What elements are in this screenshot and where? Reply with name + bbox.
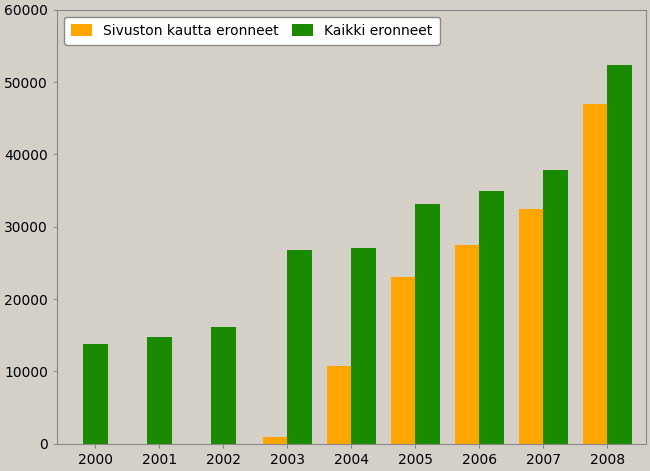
- Bar: [327, 366, 352, 444]
- Legend: Sivuston kautta eronneet, Kaikki eronneet: Sivuston kautta eronneet, Kaikki eronnee…: [64, 16, 439, 44]
- Bar: [583, 104, 608, 444]
- Bar: [148, 337, 172, 444]
- Bar: [83, 344, 108, 444]
- Bar: [211, 327, 235, 444]
- Bar: [543, 171, 567, 444]
- Bar: [391, 277, 415, 444]
- Bar: [519, 209, 543, 444]
- Bar: [263, 437, 287, 444]
- Bar: [287, 250, 312, 444]
- Bar: [608, 65, 632, 444]
- Bar: [455, 245, 480, 444]
- Bar: [480, 191, 504, 444]
- Bar: [352, 248, 376, 444]
- Bar: [415, 203, 440, 444]
